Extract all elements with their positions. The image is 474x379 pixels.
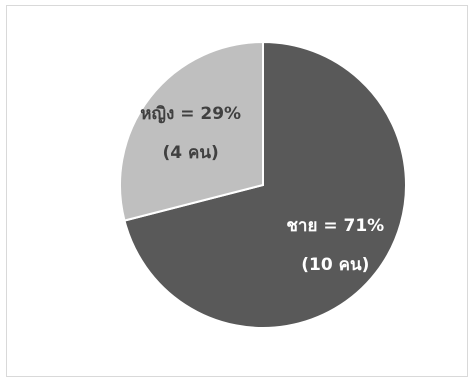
pie-slice-2 (119, 40, 264, 222)
pie-slice-1 (123, 40, 407, 329)
pie-slices (119, 40, 407, 329)
slice-sublabel-1: (10 คน) (301, 255, 369, 275)
slice-sublabel-2: (4 คน) (163, 143, 219, 163)
pie-labels: ชาย = 71% (10 คน) หญิง = 29% (4 คน) (140, 104, 384, 275)
slice-label-2: หญิง = 29% (140, 104, 241, 124)
slice-label-1: ชาย = 71% (286, 216, 384, 236)
